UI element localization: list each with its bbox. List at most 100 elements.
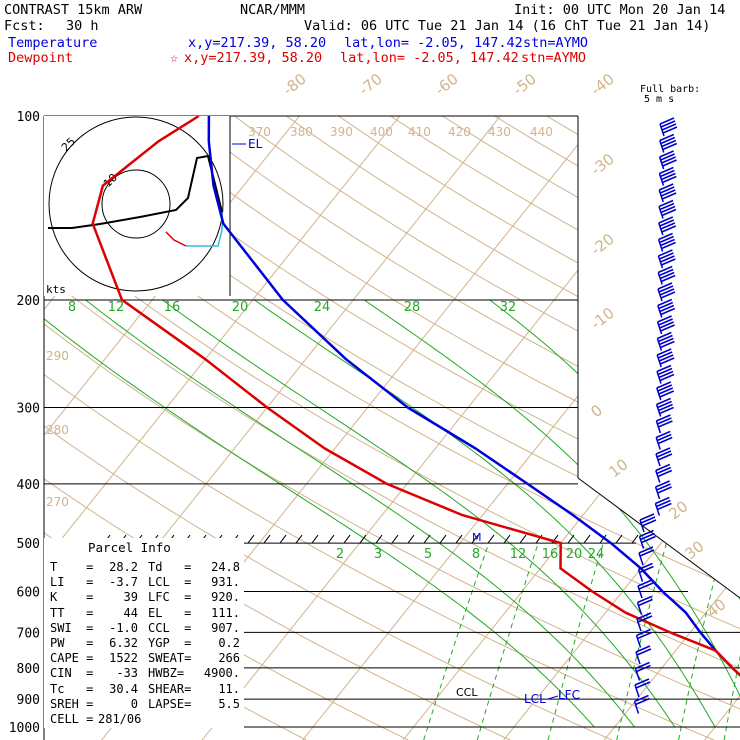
temperature-tick-label: -30 <box>587 150 617 179</box>
wind-barb-flag <box>660 238 675 247</box>
moist-adiabat-line <box>254 299 716 728</box>
wind-barb-flag <box>656 397 671 406</box>
parcel-info-value: 920. <box>211 590 240 605</box>
parcel-info-value: 11. <box>218 681 240 696</box>
pressure-tick-label: 400 <box>17 478 40 493</box>
wind-barb-flag <box>661 172 676 181</box>
dry-adiabat-line <box>78 116 740 740</box>
model-title: CONTRAST 15km ARW <box>4 2 143 18</box>
parcel-info-value: -3.7 <box>109 575 138 590</box>
parcel-info-key: SWEAT= <box>148 651 192 666</box>
wind-barb-flag <box>661 258 676 266</box>
parcel-info-key: T = <box>50 560 94 574</box>
temperature-tick-label: -80 <box>279 70 309 99</box>
mixing-ratio-line <box>616 542 667 740</box>
mixing-ratio-line <box>423 542 490 740</box>
wind-barb-flag <box>655 480 670 488</box>
init-time: Init: 00 UTC Mon 20 Jan 14 <box>514 2 726 18</box>
moist-adiabat-line <box>489 299 740 728</box>
ccl-label: CCL <box>456 686 478 699</box>
wind-barb-flag <box>658 232 673 241</box>
hatch-mark <box>391 534 399 544</box>
mixing-ratio-line <box>678 542 724 740</box>
parcel-info-key: LCL = <box>148 575 192 590</box>
wind-barb-flag <box>659 166 674 175</box>
forecast-hour: 30 h <box>66 18 99 34</box>
wind-barb-flag <box>657 282 673 290</box>
wind-barb-flag <box>635 661 650 670</box>
wind-barb-flag <box>661 192 677 200</box>
wind-barb-staff <box>638 552 644 566</box>
wind-barb-flag <box>658 334 673 343</box>
temperature-legend-latlon: lat,lon= -2.05, 147.42 <box>344 35 523 51</box>
wind-barb-flag <box>639 549 655 557</box>
wind-barb-flag <box>659 373 675 382</box>
m-label: M <box>472 531 482 544</box>
dry-adiabat-line <box>234 116 740 740</box>
wind-barb-flag <box>657 384 673 392</box>
wind-barb-flag <box>657 453 673 461</box>
isotherm-line <box>201 116 702 740</box>
parcel-info-key: CELL = <box>50 712 94 726</box>
wind-barb-flag <box>657 367 673 376</box>
wind-barb-flag <box>657 331 672 340</box>
moist-adiabat-label: 32 <box>500 300 517 315</box>
wind-barb-flag <box>658 268 674 277</box>
parcel-info-key: Td = <box>148 560 192 574</box>
theta-label: 370 <box>248 125 271 139</box>
parcel-info-title: Parcel Info <box>88 540 171 555</box>
wind-barb-flag <box>658 301 674 310</box>
temperature-tick-label: -20 <box>587 230 617 259</box>
wind-barb-flag <box>637 615 653 623</box>
mixing-ratio-label: 2 <box>336 547 344 562</box>
wind-barb-staff <box>635 651 641 665</box>
wind-barb-flag <box>635 681 651 689</box>
parcel-info-value: -33 <box>116 666 138 681</box>
hatch-mark <box>487 534 495 544</box>
dry-adiabat-line <box>44 116 740 740</box>
temperature-tick-label: 10 <box>605 455 631 481</box>
wind-barb-flag <box>659 406 674 415</box>
mixing-ratio-label: 8 <box>472 547 480 562</box>
pressure-tick-label: 700 <box>17 626 40 641</box>
wind-barb-flag <box>659 252 674 260</box>
wind-barb-flag <box>659 235 674 244</box>
hatch-mark <box>407 534 415 544</box>
valid-time: Valid: 06 UTC Tue 21 Jan 14 (16 ChT Tue … <box>304 18 711 34</box>
pressure-tick-label: 600 <box>17 585 40 600</box>
dry-adiabat-line <box>44 116 715 740</box>
theta-label: 430 <box>488 125 511 139</box>
wind-barb-flag <box>657 298 673 307</box>
parcel-info-key: LI = <box>50 575 94 590</box>
hatch-mark <box>471 534 479 544</box>
theta-label: 380 <box>290 125 313 139</box>
isotherm-line <box>503 116 740 740</box>
wind-barb-flag <box>640 516 656 524</box>
pressure-tick-label: 200 <box>17 294 40 309</box>
mixing-ratio-label: 5 <box>424 547 432 562</box>
dewpoint-legend-latlon: lat,lon= -2.05, 147.42 <box>340 50 519 66</box>
wind-barb-staff <box>636 618 642 632</box>
hatch-mark <box>247 534 255 544</box>
isotherm-line <box>704 116 740 740</box>
wind-barb-flag <box>661 225 677 233</box>
wind-barb-flag <box>660 340 675 349</box>
wind-barb-flag <box>662 142 678 151</box>
wind-barb-staff <box>634 684 640 698</box>
wind-barb-staff <box>636 602 643 615</box>
wind-barb-flag <box>661 139 677 148</box>
wind-barb-staff <box>633 701 640 714</box>
parcel-info-key: SREH = <box>50 696 94 711</box>
wind-barb-flag <box>656 348 672 356</box>
temperature-legend-station: stn=AYMO <box>523 35 589 51</box>
temperature-tick-label: 0 <box>587 401 606 421</box>
wind-barb-flag <box>660 291 676 299</box>
sounding-profiles <box>91 114 740 677</box>
wind-barb-staff <box>635 635 642 648</box>
wind-barb-flag <box>660 153 675 161</box>
wind-barb-flag <box>637 579 653 587</box>
wind-barb-flag <box>658 216 674 224</box>
lcl-label: LCL <box>524 692 546 706</box>
wind-barb-flag <box>658 354 674 362</box>
